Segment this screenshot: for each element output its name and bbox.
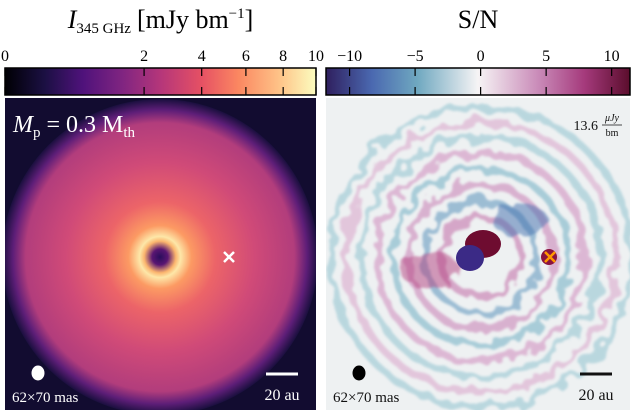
tick-label: 0 [1, 48, 9, 65]
colorbar [325, 67, 631, 96]
beam [352, 365, 366, 381]
planet-marker [223, 251, 235, 263]
label-part: −1 [229, 6, 245, 22]
label-part: ] [245, 5, 254, 34]
label-part: [mJy bm [137, 5, 229, 34]
tick-label: 0 [477, 48, 485, 65]
tick-label: 2 [140, 48, 148, 65]
colorbar [4, 67, 317, 96]
annotation-part: = 0.3 M [41, 112, 124, 138]
tick-label: 10 [308, 48, 324, 65]
tick-label: 10 [604, 48, 620, 65]
annotation-part: th [123, 125, 135, 141]
scalebar-label: 20 au [264, 387, 299, 404]
tick-label: 6 [242, 48, 250, 65]
tick-label: −5 [407, 48, 424, 65]
beam-label: 62×70 mas [12, 390, 79, 406]
label-part: 345 GHz [76, 21, 131, 37]
planet-marker [544, 251, 556, 263]
colorbar-label: S/N [458, 5, 499, 34]
noise-unit-num: μJy [604, 113, 619, 124]
beam [31, 365, 45, 381]
tick-label: 4 [198, 48, 206, 65]
snr-image [326, 98, 630, 410]
tick-label: 5 [542, 48, 550, 65]
label-part: S/N [458, 5, 499, 34]
colorbar-label: I345 GHz [mJy bm−1] [67, 5, 254, 37]
beam-label: 62×70 mas [333, 390, 400, 406]
noise-unit-den: bm [606, 128, 619, 139]
tick-label: 8 [279, 48, 287, 65]
annotation-part: M [12, 112, 35, 138]
tick-label: −10 [337, 48, 362, 65]
scalebar-label: 20 au [578, 387, 613, 404]
intensity-image [5, 98, 316, 410]
noise-level: 13.6 [574, 119, 599, 134]
annotation: Mp = 0.3 Mth [12, 112, 136, 141]
annotation-part: p [33, 125, 41, 141]
label-part: I [67, 5, 78, 34]
